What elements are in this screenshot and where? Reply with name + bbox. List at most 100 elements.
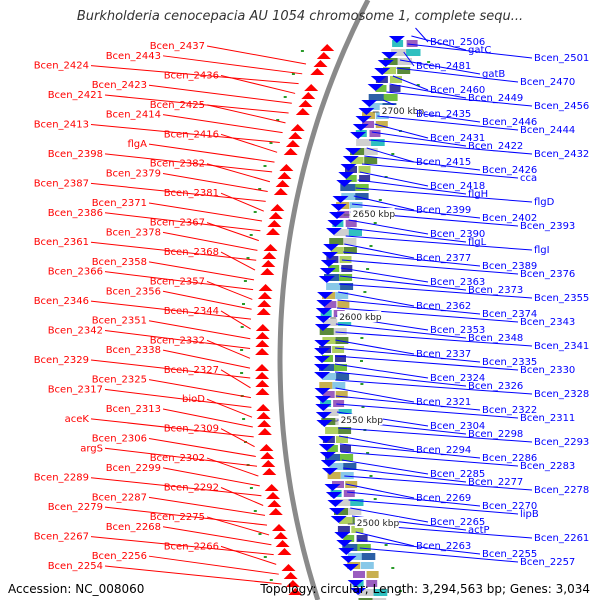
reverse-gene-arrow: [336, 180, 353, 187]
gene-leader-right: [403, 51, 415, 67]
gene-label-right: Bcen_2324: [430, 373, 485, 384]
forward-gene-arrow: [275, 180, 290, 187]
tick-label-bg: [350, 208, 395, 219]
gene-label-left: Bcen_2424: [34, 61, 89, 72]
reverse-gene-arrow: [340, 556, 357, 563]
feature-block: [339, 517, 352, 524]
feature-block: [406, 40, 418, 47]
feature-block: [359, 175, 371, 182]
gene-leader-left: [206, 457, 259, 477]
reverse-gene-arrow: [314, 388, 331, 395]
gene-label-left: Bcen_2416: [164, 129, 219, 140]
gene-leader-right: [338, 427, 533, 443]
gene-label-right: lipB: [520, 509, 539, 520]
gene-leader-right: [353, 195, 415, 211]
feature-block: [335, 292, 349, 299]
feature-block: [363, 148, 378, 155]
reverse-gene-arrow: [320, 460, 337, 467]
gene-label-right: Bcen_2355: [534, 293, 589, 304]
reverse-gene-arrow: [316, 420, 333, 427]
gene-leader-right: [359, 171, 429, 187]
dot-marker: [366, 452, 370, 454]
gene-label-left: Bcen_2437: [150, 41, 205, 52]
feature-block: [326, 283, 341, 290]
feature-block: [366, 580, 378, 587]
gene-label-right: Bcen_2311: [520, 413, 575, 424]
reverse-gene-arrow: [358, 108, 375, 115]
gene-label-right: Bcen_2328: [534, 389, 589, 400]
forward-gene-arrow: [277, 548, 292, 555]
gene-leader-right: [340, 267, 429, 283]
reverse-gene-arrow: [327, 220, 344, 227]
feature-block: [345, 175, 357, 182]
gene-label-right: Bcen_2298: [468, 429, 523, 440]
dot-marker: [384, 544, 388, 546]
feature-block: [337, 211, 350, 218]
gene-leader-left: [162, 467, 260, 487]
feature-block: [333, 229, 349, 236]
gene-label-right: Bcen_2431: [430, 133, 485, 144]
gene-leader-right: [355, 187, 533, 203]
gene-leader-right: [369, 139, 533, 155]
forward-gene-arrow: [257, 420, 272, 427]
feature-block: [358, 598, 373, 600]
dot-marker: [366, 268, 370, 270]
gene-label-left: Bcen_2379: [106, 169, 161, 180]
forward-gene-arrow: [255, 388, 270, 395]
reverse-gene-arrow: [314, 340, 331, 347]
gene-label-right: Bcen_2377: [416, 253, 471, 264]
forward-gene-arrow: [260, 268, 275, 275]
gene-leader-right: [344, 475, 533, 491]
gene-leader-right: [377, 115, 519, 131]
dot-marker: [263, 165, 267, 167]
forward-gene-arrow: [255, 324, 270, 331]
forward-gene-arrow: [275, 540, 290, 547]
feature-block: [338, 427, 352, 434]
gene-label-right: Bcen_2341: [534, 341, 589, 352]
feature-block: [350, 157, 364, 164]
gene-label-right: Bcen_2335: [482, 357, 537, 368]
dot-marker: [269, 142, 273, 144]
gene-label-left: Bcen_2414: [106, 110, 161, 121]
feature-block: [335, 355, 346, 362]
forward-gene-arrow: [266, 492, 280, 499]
gene-leader-right: [359, 547, 519, 563]
gene-leader-right: [392, 75, 429, 91]
feature-tracks: [240, 36, 431, 600]
feature-block: [362, 112, 375, 119]
gene-label-right: Bcen_2277: [468, 477, 523, 488]
feature-block: [326, 256, 339, 263]
gene-leader-right: [336, 307, 519, 323]
dot-marker: [416, 84, 420, 86]
gene-leader-right: [335, 371, 467, 387]
gene-leader-right: [347, 227, 467, 243]
dot-marker: [263, 556, 267, 558]
forward-gene-arrow: [255, 332, 270, 339]
feature-block: [358, 589, 374, 596]
gene-label-left: aceK: [65, 414, 90, 425]
gene-leader-right: [371, 131, 467, 147]
gene-label-right: Bcen_2389: [482, 261, 537, 272]
dot-marker: [360, 383, 364, 385]
gene-label-left: Bcen_2327: [164, 365, 219, 376]
feature-block: [332, 364, 347, 371]
gene-label-right: gatC: [468, 45, 491, 56]
reverse-gene-arrow: [329, 212, 345, 219]
feature-block: [322, 355, 333, 362]
gene-leader-right: [334, 355, 519, 371]
gene-leader-right: [366, 147, 415, 163]
feature-block: [345, 481, 358, 488]
feature-block: [320, 310, 332, 317]
forward-gene-arrow: [257, 428, 272, 435]
feature-block: [391, 49, 407, 56]
gene-label-right: Bcen_2278: [534, 485, 589, 496]
map-title: Burkholderia cenocepacia AU 1054 chromos…: [76, 9, 524, 24]
forward-gene-arrow: [255, 372, 270, 379]
gene-leader-right: [334, 363, 429, 379]
feature-block: [347, 508, 362, 515]
gene-label-right: Bcen_2353: [430, 325, 485, 336]
gene-leader-left: [206, 281, 253, 300]
feature-block: [336, 319, 352, 326]
gene-leader-left: [162, 231, 258, 251]
